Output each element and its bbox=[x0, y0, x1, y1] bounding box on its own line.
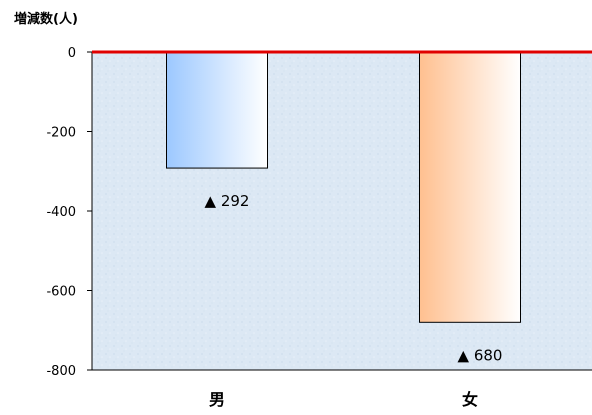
y-tick-label: -400 bbox=[46, 205, 76, 220]
data-label: ▲ 680 bbox=[458, 346, 503, 364]
bar-male bbox=[166, 51, 268, 169]
y-axis-label: 増減数(人) bbox=[14, 12, 78, 27]
y-tick-label: 0 bbox=[68, 46, 76, 61]
x-category-label: 男 bbox=[209, 390, 225, 409]
y-tick-label: -200 bbox=[46, 126, 76, 141]
bar-female bbox=[419, 51, 521, 323]
data-label: ▲ 292 bbox=[205, 192, 250, 210]
y-tick-label: -800 bbox=[46, 364, 76, 379]
y-tick-label: -600 bbox=[46, 285, 76, 300]
x-category-label: 女 bbox=[462, 390, 478, 409]
